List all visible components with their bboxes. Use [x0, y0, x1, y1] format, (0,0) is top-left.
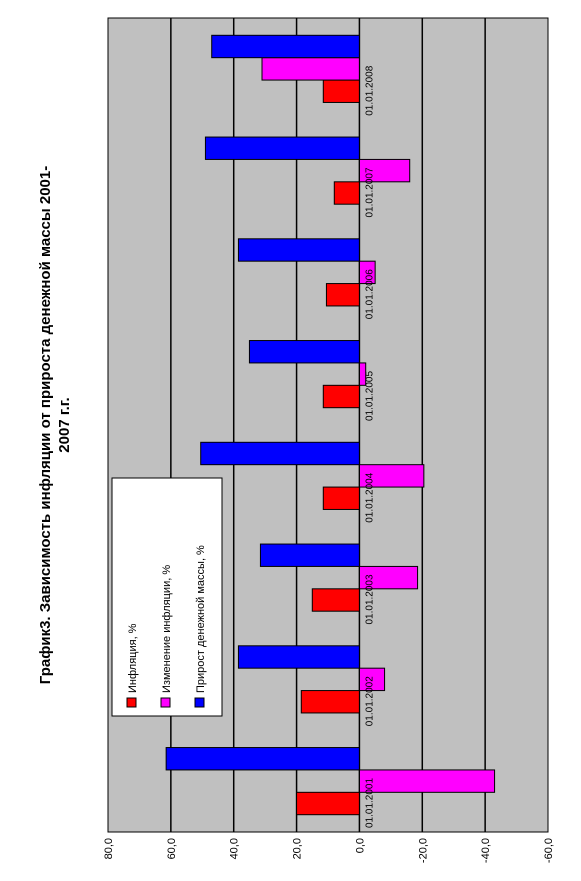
chart-title-line2: 2007 г.г. [56, 397, 73, 452]
value-tick-label: -60,0 [543, 838, 555, 863]
legend-label: Изменение инфляции, % [161, 565, 173, 693]
legend-swatch [194, 697, 205, 708]
bar-inflation-7 [322, 79, 360, 103]
category-label: 01.01.2004 [364, 472, 375, 522]
bar-inflation-0 [296, 791, 360, 816]
chart-title: График3. Зависимость инфляции от прирост… [37, 166, 73, 684]
bar-money-growth-3 [200, 441, 360, 466]
value-tick-label: -20,0 [417, 838, 429, 863]
category-label: 01.01.2003 [364, 574, 375, 624]
bar-money-growth-4 [248, 340, 360, 364]
bar-money-growth-7 [211, 34, 360, 59]
legend-label: Прирост денежной массы, % [195, 545, 207, 693]
legend: Инфляция, % Изменение инфляции, % Прирост … [111, 477, 223, 717]
bar-inflation-5 [325, 283, 360, 307]
bar-inflation-3 [322, 486, 360, 510]
value-tick-label: 40,0 [229, 838, 241, 859]
bar-inflation-1 [300, 690, 360, 714]
legend-swatch [160, 697, 171, 708]
category-label: 01.01.2005 [364, 371, 375, 421]
legend-swatch [126, 697, 137, 708]
category-axis: 01.01.2001 01.01.2002 01.01.2003 01.01.2004… [364, 65, 375, 828]
legend-box [111, 477, 223, 717]
category-label: 01.01.2002 [364, 676, 375, 726]
bar-money-growth-5 [237, 238, 360, 262]
bar-inflation-6 [333, 181, 360, 205]
value-tick-label: 0,0 [354, 838, 366, 853]
bar-inflation-4 [322, 384, 360, 409]
value-axis: 80,0 60,0 40,0 20,0 0,0 -20,0 -40,0 -60,0 [103, 838, 555, 863]
bar-inflation-change-7 [261, 57, 360, 81]
value-tick-label: 20,0 [292, 838, 304, 859]
value-tick-label: -40,0 [480, 838, 492, 863]
value-tick-label: 60,0 [166, 838, 178, 859]
legend-label: Инфляция, % [127, 623, 139, 693]
bar-money-growth-1 [237, 645, 360, 669]
category-label: 01.01.2006 [364, 269, 375, 319]
bars [165, 34, 496, 816]
bar-money-growth-2 [259, 543, 360, 567]
value-tick-label: 80,0 [103, 838, 115, 859]
bar-money-growth-6 [204, 136, 360, 160]
bar-money-growth-0 [165, 747, 360, 771]
bar-inflation-change-0 [358, 769, 496, 793]
category-label: 01.01.2001 [364, 778, 375, 828]
category-label: 01.01.2007 [364, 167, 375, 217]
bar-inflation-2 [311, 588, 360, 612]
chart-title-line1: График3. Зависимость инфляции от прирост… [37, 166, 54, 684]
category-label: 01.01.2008 [364, 65, 375, 115]
